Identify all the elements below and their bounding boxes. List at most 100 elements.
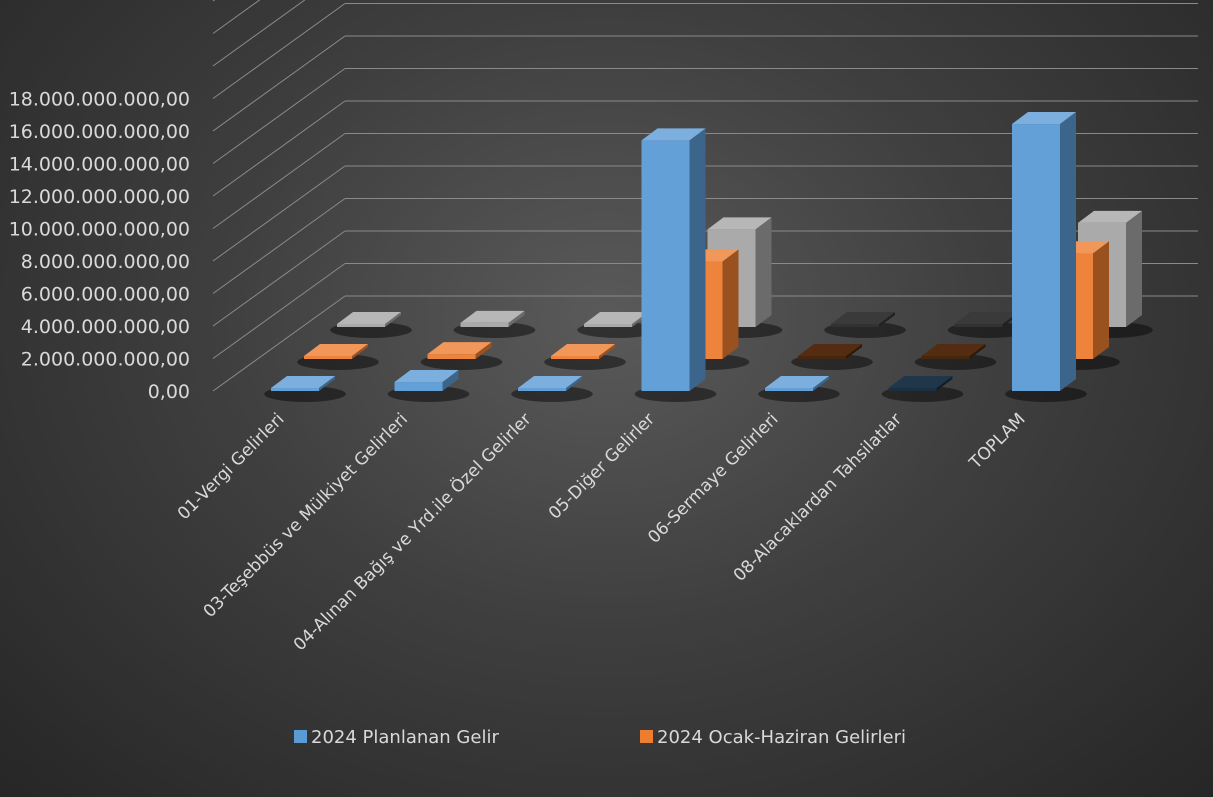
bar-side [442, 370, 459, 391]
bar-front [798, 356, 846, 359]
bar [765, 376, 829, 391]
bar-top [1078, 210, 1142, 223]
bar-front [427, 354, 476, 359]
bar-front [337, 324, 385, 327]
bar-top [888, 376, 953, 388]
bar-front [394, 382, 443, 391]
bar-top [337, 312, 401, 324]
bar-side [936, 376, 953, 391]
legend-swatch [294, 730, 307, 743]
bar-side [1126, 210, 1142, 327]
bar-top [518, 376, 582, 388]
bar [888, 376, 953, 391]
x-tick-label: 05-Diğer Gelirler [545, 409, 659, 523]
bar-side [689, 128, 706, 392]
legend-swatch [640, 730, 653, 743]
bar-side [566, 376, 582, 391]
side-grid-line [212, 100, 346, 197]
bar-front [584, 324, 632, 327]
bar [271, 376, 335, 391]
bar-front [954, 324, 1003, 327]
side-grid-line [212, 165, 346, 262]
y-tick-label: 4.000.000.000,00 [21, 316, 190, 338]
bar [798, 344, 862, 359]
y-tick-label: 0,00 [148, 381, 190, 403]
x-tick-label: 01-Vergi Gelirleri [174, 409, 289, 524]
legend: 2024 Planlanan Gelir 2024 Ocak-Haziran Ge… [294, 727, 906, 748]
side-grid-line [212, 0, 216, 2]
legend-label: 2024 Planlanan Gelir [311, 727, 499, 748]
bar-front [460, 322, 509, 327]
bar-side [319, 376, 335, 391]
bar-side [969, 344, 986, 359]
x-tick-label: 04-Alınan Bağış ve Yrd.ile Özel Gelirler [289, 408, 536, 655]
bar-side [879, 312, 895, 327]
bar-front [1012, 124, 1060, 392]
bars [271, 112, 1142, 392]
bar-top [271, 376, 335, 388]
side-grid-line [212, 0, 306, 67]
bar-front [765, 388, 813, 391]
bar-side [1093, 241, 1109, 359]
legend-item: 2024 Planlanan Gelir [294, 727, 499, 748]
x-tick-label: 03-Teşebbüs ve Mülkiyet Gelirleri [200, 409, 412, 621]
y-tick-label: 18.000.000.000,00 [9, 89, 190, 111]
bar-top [954, 312, 1019, 324]
bar [1012, 112, 1076, 392]
x-tick-label: TOPLAM [965, 409, 1029, 473]
bar-top [304, 344, 368, 356]
bar-front [518, 388, 566, 391]
y-tick-label: 8.000.000.000,00 [21, 251, 190, 273]
y-tick-label: 12.000.000.000,00 [9, 186, 190, 208]
bar-top [707, 217, 772, 230]
side-grid-line [212, 198, 346, 294]
bar-side [352, 344, 368, 359]
bar-side [846, 344, 862, 359]
side-grid-line [212, 133, 346, 229]
bar-top [1012, 112, 1076, 125]
bar-top [427, 342, 492, 355]
bar-side [508, 310, 525, 327]
bar-top [798, 344, 862, 356]
y-axis-tick-labels: 0,00 2.000.000.000,00 4.000.000.000,00 6.00… [9, 89, 190, 404]
bar-top [921, 344, 986, 356]
y-tick-label: 16.000.000.000,00 [9, 121, 190, 143]
side-grid-line [212, 35, 346, 132]
side-grid-line [212, 263, 346, 359]
bar [337, 312, 401, 327]
bar [641, 128, 706, 392]
bar-side [722, 249, 739, 359]
bar-top [765, 376, 829, 388]
bar-side [475, 342, 492, 359]
side-grid-line [212, 0, 261, 34]
bar-side [1060, 112, 1076, 392]
bar-front [551, 356, 599, 359]
bar [304, 344, 368, 359]
side-grid-line [212, 3, 346, 99]
bar [394, 370, 459, 391]
bar-top [551, 344, 615, 356]
bar-front [271, 388, 319, 391]
bar-front [921, 356, 970, 359]
bar-side [385, 312, 401, 327]
x-tick-label: 06-Sermaye Gelirleri [644, 409, 782, 547]
bar-top [394, 370, 459, 383]
y-tick-label: 14.000.000.000,00 [9, 154, 190, 176]
side-grid-line [212, 230, 346, 327]
bar-side [599, 344, 615, 359]
bar-top [641, 128, 706, 141]
side-grid-line [212, 295, 346, 392]
bar-top [460, 310, 525, 323]
bar-side [755, 217, 772, 327]
bar [460, 310, 525, 327]
bar-top [584, 312, 648, 324]
bar-front [304, 356, 352, 359]
bar-front [641, 140, 690, 391]
bar-top [831, 312, 895, 324]
legend-label: 2024 Ocak-Haziran Gelirleri [657, 727, 906, 748]
legend-item: 2024 Ocak-Haziran Gelirleri [640, 727, 906, 748]
bar-front [831, 324, 879, 327]
bar [518, 376, 582, 391]
